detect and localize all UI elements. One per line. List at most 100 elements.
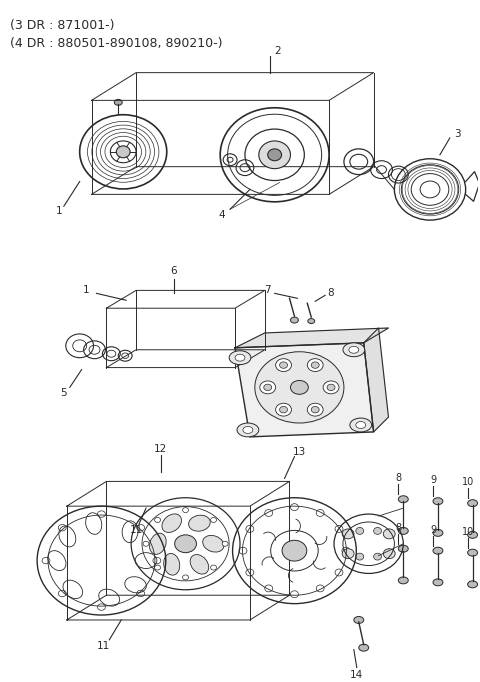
- Ellipse shape: [265, 585, 273, 592]
- Ellipse shape: [58, 524, 66, 531]
- Ellipse shape: [175, 535, 196, 552]
- Ellipse shape: [468, 500, 478, 507]
- Ellipse shape: [350, 418, 372, 432]
- Ellipse shape: [398, 496, 408, 503]
- Text: 9: 9: [430, 525, 436, 535]
- Ellipse shape: [356, 527, 364, 535]
- Ellipse shape: [239, 547, 247, 554]
- Ellipse shape: [359, 644, 369, 651]
- Ellipse shape: [282, 540, 307, 561]
- Ellipse shape: [243, 426, 253, 433]
- Ellipse shape: [316, 585, 324, 592]
- Text: 8: 8: [396, 473, 401, 484]
- Text: 11: 11: [130, 525, 143, 535]
- Text: (4 DR : 880501-890108, 890210-): (4 DR : 880501-890108, 890210-): [11, 37, 223, 50]
- Text: 1: 1: [84, 285, 90, 295]
- Text: 9: 9: [430, 475, 436, 486]
- Ellipse shape: [164, 554, 180, 575]
- Ellipse shape: [97, 604, 106, 610]
- Ellipse shape: [260, 381, 276, 394]
- Ellipse shape: [276, 359, 291, 372]
- Ellipse shape: [264, 384, 272, 391]
- Ellipse shape: [335, 525, 343, 533]
- Ellipse shape: [203, 535, 224, 552]
- Ellipse shape: [211, 565, 216, 570]
- Ellipse shape: [290, 317, 299, 323]
- Text: 13: 13: [293, 447, 306, 457]
- Polygon shape: [235, 328, 388, 348]
- Ellipse shape: [182, 507, 189, 513]
- Text: 10: 10: [461, 527, 474, 537]
- Ellipse shape: [290, 504, 299, 511]
- Ellipse shape: [398, 527, 408, 535]
- Ellipse shape: [190, 554, 209, 574]
- Ellipse shape: [307, 403, 323, 416]
- Ellipse shape: [259, 141, 290, 168]
- Text: 14: 14: [350, 670, 363, 681]
- Ellipse shape: [373, 553, 382, 560]
- Text: 10: 10: [461, 477, 474, 488]
- Text: 6: 6: [170, 265, 177, 276]
- Ellipse shape: [468, 549, 478, 556]
- Ellipse shape: [153, 557, 161, 564]
- Ellipse shape: [398, 545, 408, 552]
- Ellipse shape: [235, 354, 245, 361]
- Ellipse shape: [311, 362, 319, 368]
- Ellipse shape: [342, 549, 354, 559]
- Ellipse shape: [356, 421, 366, 428]
- Ellipse shape: [316, 509, 324, 516]
- Ellipse shape: [137, 590, 144, 597]
- Ellipse shape: [311, 406, 319, 413]
- Text: 3: 3: [455, 129, 461, 139]
- Text: 7: 7: [264, 285, 271, 295]
- Ellipse shape: [189, 515, 210, 531]
- Text: 8: 8: [328, 288, 335, 298]
- Ellipse shape: [237, 423, 259, 437]
- Ellipse shape: [327, 384, 335, 391]
- Ellipse shape: [229, 351, 251, 365]
- Text: 4: 4: [219, 210, 226, 220]
- Ellipse shape: [155, 518, 160, 522]
- Ellipse shape: [433, 498, 443, 505]
- Polygon shape: [364, 328, 388, 432]
- Ellipse shape: [279, 406, 288, 413]
- Text: (3 DR : 871001-): (3 DR : 871001-): [11, 19, 115, 32]
- Ellipse shape: [373, 527, 382, 535]
- Ellipse shape: [211, 518, 216, 522]
- Ellipse shape: [97, 511, 106, 517]
- Ellipse shape: [308, 318, 315, 323]
- Ellipse shape: [307, 359, 323, 372]
- Text: 8: 8: [396, 523, 401, 533]
- Ellipse shape: [265, 509, 273, 516]
- Text: 2: 2: [274, 46, 281, 56]
- Ellipse shape: [343, 343, 365, 357]
- Text: 11: 11: [97, 640, 110, 651]
- Ellipse shape: [290, 381, 308, 394]
- Ellipse shape: [349, 346, 359, 353]
- Ellipse shape: [342, 547, 350, 554]
- Polygon shape: [235, 343, 373, 437]
- Ellipse shape: [255, 352, 344, 423]
- Ellipse shape: [155, 565, 160, 570]
- Ellipse shape: [384, 549, 395, 559]
- Ellipse shape: [150, 533, 166, 554]
- Ellipse shape: [335, 569, 343, 576]
- Text: 5: 5: [60, 388, 67, 398]
- Ellipse shape: [137, 524, 144, 531]
- Ellipse shape: [58, 590, 66, 597]
- Ellipse shape: [468, 531, 478, 538]
- Ellipse shape: [323, 381, 339, 394]
- Ellipse shape: [42, 557, 50, 564]
- Ellipse shape: [268, 149, 282, 161]
- Ellipse shape: [182, 575, 189, 580]
- Text: 1: 1: [56, 206, 62, 216]
- Ellipse shape: [276, 403, 291, 416]
- Ellipse shape: [162, 514, 181, 533]
- Ellipse shape: [279, 362, 288, 368]
- Ellipse shape: [354, 617, 364, 623]
- Ellipse shape: [384, 529, 395, 539]
- Ellipse shape: [246, 569, 254, 576]
- Ellipse shape: [114, 100, 122, 105]
- Ellipse shape: [468, 581, 478, 588]
- Ellipse shape: [222, 542, 228, 546]
